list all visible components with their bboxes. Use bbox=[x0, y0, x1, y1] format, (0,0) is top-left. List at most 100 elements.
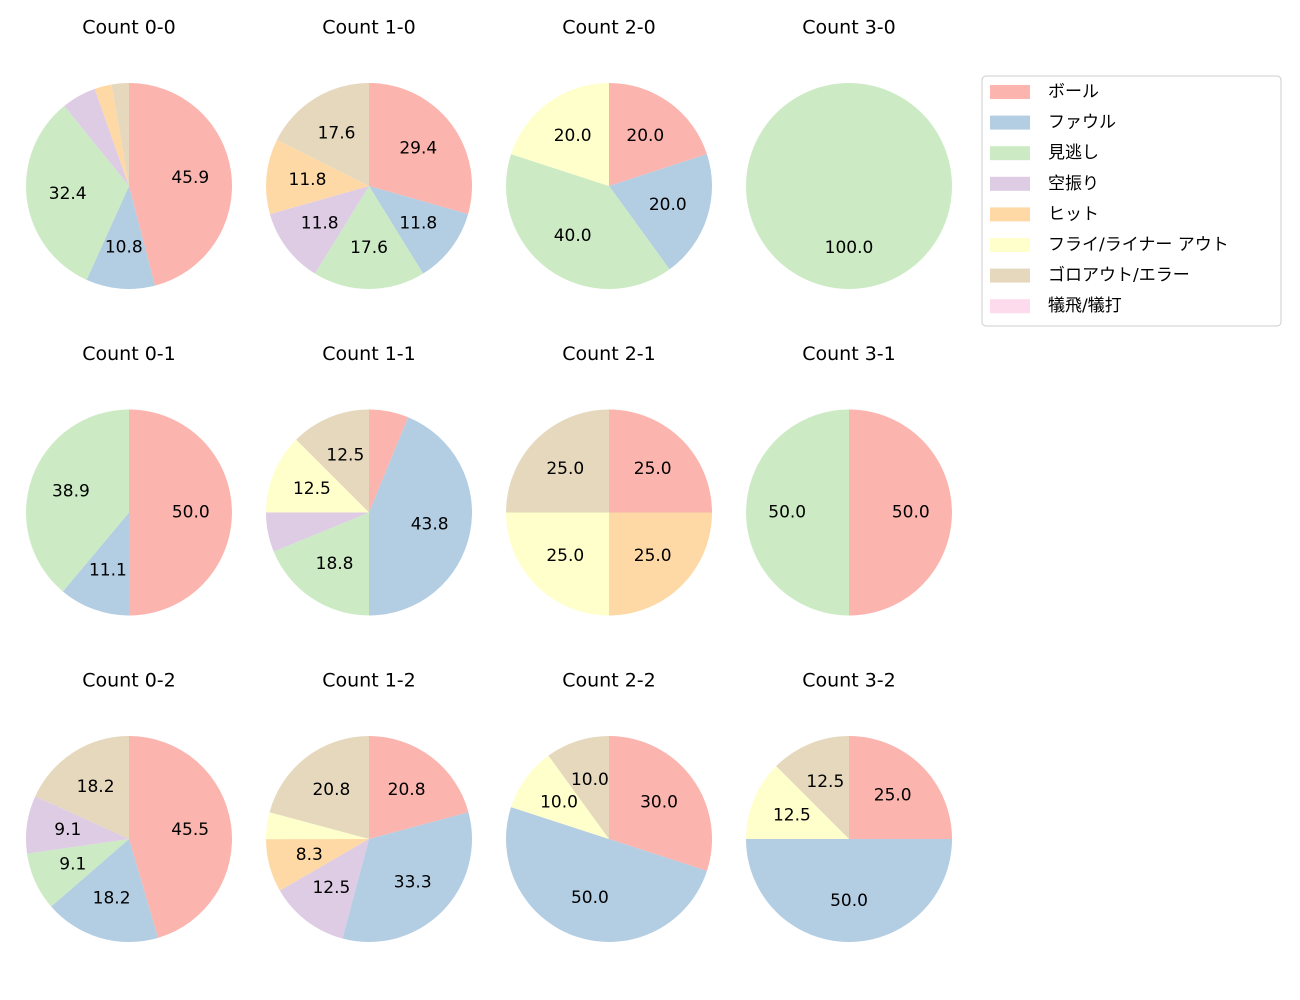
legend-label: ゴロアウト/エラー bbox=[1048, 265, 1190, 286]
value-label: 20.8 bbox=[388, 780, 426, 800]
legend-label: ボール bbox=[1048, 82, 1099, 102]
value-label: 20.0 bbox=[554, 126, 592, 146]
pie-wedge bbox=[776, 736, 849, 839]
value-label: 9.1 bbox=[59, 855, 86, 875]
value-label: 11.1 bbox=[89, 561, 127, 581]
value-label: 20.0 bbox=[626, 126, 664, 146]
value-label: 12.5 bbox=[312, 878, 350, 898]
chart-title: Count 3-1 bbox=[802, 343, 896, 365]
pie-wedge bbox=[26, 409, 129, 592]
pie-wedge bbox=[86, 186, 155, 289]
pie-wedge bbox=[266, 812, 369, 840]
value-label: 12.5 bbox=[773, 805, 811, 825]
value-label: 50.0 bbox=[830, 891, 868, 911]
legend-swatch bbox=[990, 115, 1030, 130]
pie-wedge bbox=[746, 409, 849, 616]
pie-wedge bbox=[111, 83, 129, 186]
pie-wedge bbox=[129, 736, 232, 938]
value-label: 12.5 bbox=[293, 479, 331, 499]
legend-swatch bbox=[990, 146, 1030, 161]
value-label: 18.2 bbox=[93, 888, 131, 908]
pie-wedge bbox=[279, 839, 369, 939]
pie-wedge bbox=[64, 88, 129, 186]
value-label: 18.8 bbox=[316, 554, 354, 574]
pie-wedge bbox=[269, 736, 369, 839]
chart-title: Count 1-0 bbox=[322, 17, 416, 39]
value-label: 20.0 bbox=[649, 195, 687, 215]
pie-wedge bbox=[273, 512, 369, 616]
pie-wedge bbox=[296, 409, 369, 513]
legend-swatch bbox=[990, 176, 1030, 191]
pie-wedge bbox=[94, 84, 129, 186]
value-label: 50.0 bbox=[571, 888, 609, 908]
legend-swatch bbox=[990, 238, 1030, 252]
legend-label: フライ/ライナー アウト bbox=[1048, 235, 1229, 255]
value-label: 11.8 bbox=[289, 170, 327, 190]
value-label: 9.1 bbox=[54, 820, 81, 840]
pie-wedge bbox=[62, 512, 129, 616]
pie-wedge bbox=[129, 409, 232, 616]
pie-wedge bbox=[511, 83, 609, 186]
pie-wedge bbox=[849, 736, 952, 839]
value-label: 12.5 bbox=[326, 445, 364, 465]
pie-wedge bbox=[269, 186, 369, 274]
chart-title: Count 1-2 bbox=[322, 670, 416, 692]
legend-swatch bbox=[990, 207, 1030, 222]
legend-label: ヒット bbox=[1048, 204, 1099, 224]
value-label: 10.0 bbox=[540, 793, 578, 813]
pie-wedge bbox=[746, 766, 849, 839]
value-label: 25.0 bbox=[546, 459, 584, 479]
value-label: 17.6 bbox=[350, 238, 388, 258]
chart-title: Count 0-0 bbox=[82, 17, 176, 39]
pie-wedge bbox=[276, 83, 369, 186]
pie-wedge bbox=[369, 83, 472, 215]
value-label: 25.0 bbox=[546, 546, 584, 566]
pie-wedge bbox=[369, 409, 409, 513]
pie-wedge bbox=[51, 839, 159, 942]
legend-box bbox=[981, 75, 1282, 327]
pie-wedge bbox=[342, 812, 472, 942]
value-label: 20.8 bbox=[312, 780, 350, 800]
value-label: 29.4 bbox=[399, 139, 437, 159]
value-label: 11.8 bbox=[301, 213, 339, 233]
pie-wedge bbox=[609, 409, 712, 513]
value-label: 8.3 bbox=[296, 845, 323, 865]
value-label: 45.5 bbox=[171, 820, 209, 840]
value-label: 11.8 bbox=[399, 213, 437, 233]
pie-wedge bbox=[27, 839, 129, 907]
pie-wedge bbox=[369, 736, 469, 839]
pie-wedge bbox=[746, 83, 952, 289]
pie-wedge bbox=[25, 105, 130, 280]
legend-swatch bbox=[990, 268, 1030, 283]
value-label: 50.0 bbox=[172, 503, 210, 523]
value-label: 50.0 bbox=[892, 503, 930, 523]
legend-swatch bbox=[990, 299, 1030, 314]
value-label: 17.6 bbox=[318, 123, 356, 143]
pie-wedge bbox=[746, 839, 952, 942]
legend-swatch bbox=[990, 85, 1030, 99]
chart-title: Count 3-2 bbox=[802, 670, 896, 692]
chart-title: Count 3-0 bbox=[802, 17, 896, 39]
value-label: 10.8 bbox=[105, 238, 143, 258]
pie-wedge bbox=[369, 417, 472, 616]
pie-wedge bbox=[849, 409, 952, 616]
chart-title: Count 2-2 bbox=[562, 670, 656, 692]
value-label: 45.9 bbox=[171, 168, 209, 188]
chart-title: Count 2-1 bbox=[562, 343, 656, 365]
value-label: 25.0 bbox=[634, 546, 672, 566]
value-label: 50.0 bbox=[768, 503, 806, 523]
legend-label: ファウル bbox=[1048, 113, 1116, 133]
legend-label: 見逃し bbox=[1048, 143, 1099, 163]
legend-label: 空振り bbox=[1048, 174, 1099, 194]
value-label: 25.0 bbox=[634, 459, 672, 479]
value-label: 40.0 bbox=[554, 226, 592, 246]
pie-wedge bbox=[609, 83, 707, 186]
value-label: 30.0 bbox=[640, 793, 678, 813]
value-label: 38.9 bbox=[52, 481, 90, 501]
value-label: 10.0 bbox=[571, 770, 609, 790]
pie-wedge bbox=[35, 736, 129, 839]
pie-wedge bbox=[369, 186, 469, 274]
pie-wedge bbox=[506, 807, 707, 942]
pie-wedge bbox=[314, 186, 424, 289]
